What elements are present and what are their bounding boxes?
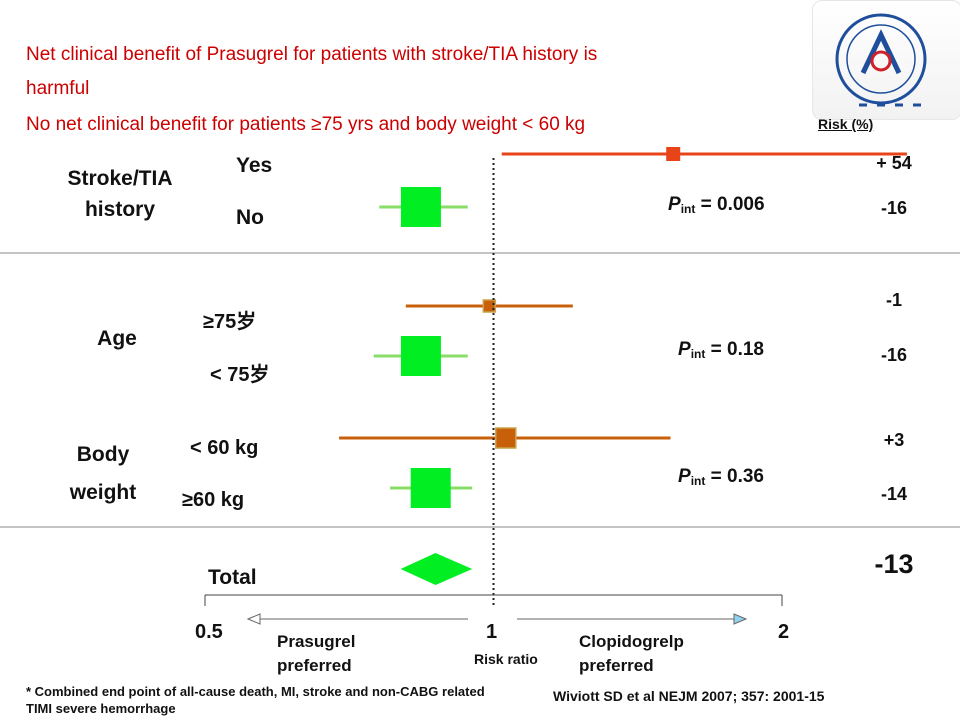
hospital-logo (812, 0, 960, 120)
left-arrow-head-icon (246, 613, 261, 625)
point-box-age-75- (482, 299, 497, 313)
risk-value-stroke-yes: + 54 (876, 153, 912, 173)
pint-stroke-value: = 0.006 (700, 194, 765, 215)
risk-value-stroke-no: -16 (880, 198, 907, 218)
prasugrel-preferred-label: Prasugrel preferred (277, 630, 437, 678)
subgroup-age-75-plus: ≥75岁 (203, 311, 257, 333)
group-label-stroke: Stroke/TIA history (40, 163, 200, 225)
subgroup-weight-under-60: < 60 kg (190, 437, 259, 459)
tick-label-0-5: 0.5 (195, 621, 223, 643)
clopidogrel-preferred-line2: preferred (579, 656, 654, 675)
risk-header: Risk (%) (818, 116, 874, 132)
subgroup-yes: Yes (236, 154, 273, 177)
x-axis-label: Risk ratio (474, 651, 538, 667)
hospital-seal-icon (835, 13, 927, 107)
risk-value-weight-60-plus: -14 (880, 484, 907, 504)
point-box-stroke-tia-history-no (400, 187, 441, 227)
pint-age-value: = 0.18 (710, 339, 764, 360)
total-diamond (400, 553, 473, 585)
risk-value-age-under-75: -16 (880, 345, 907, 365)
pint-age-sub: int (690, 347, 706, 361)
point-box-stroke-tia-history-yes (666, 147, 681, 161)
headline-line-3: No net clinical benefit for patients ≥75… (26, 114, 586, 135)
group-label-weight-line2: weight (69, 481, 137, 504)
point-box-age-75- (400, 336, 441, 376)
risk-value-weight-under-60: +3 (883, 430, 905, 450)
point-box-body-weight-60-kg (410, 468, 451, 508)
group-label-stroke-line1: Stroke/TIA (67, 167, 173, 190)
right-arrow-head-icon (733, 613, 748, 625)
group-label-total: Total (208, 566, 257, 589)
pint-weight-value: = 0.36 (710, 466, 764, 487)
pint-stroke-p: P (668, 194, 681, 215)
clopidogrel-preferred-line1: Clopidogrelp (579, 632, 684, 651)
pint-stroke-sub: int (680, 202, 696, 216)
group-label-stroke-line2: history (84, 198, 155, 221)
tick-label-1: 1 (486, 621, 498, 643)
group-label-age: Age (97, 327, 137, 350)
subgroup-weight-60-plus: ≥60 kg (182, 489, 245, 511)
risk-value-age-75-plus: -1 (885, 290, 902, 310)
tick-label-2: 2 (778, 621, 790, 643)
prasugrel-preferred-line2: preferred (277, 656, 352, 675)
clopidogrel-preferred-label: Clopidogrelp preferred (579, 630, 759, 678)
citation: Wiviott SD et al NEJM 2007; 357: 2001-15 (553, 688, 825, 704)
group-label-weight-line1: Body (76, 443, 130, 466)
point-box-body-weight-60-kg (495, 427, 517, 449)
prasugrel-preferred-line1: Prasugrel (277, 632, 356, 651)
headline-line-2: harmful (26, 78, 90, 99)
risk-value-total: -13 (874, 549, 914, 579)
pint-weight-p: P (678, 466, 691, 487)
pint-weight-sub: int (690, 474, 706, 488)
pint-stroke: Pint = 0.006 (668, 194, 765, 216)
pint-age: Pint = 0.18 (678, 339, 764, 361)
subgroup-age-under-75: < 75岁 (210, 364, 270, 386)
pint-age-p: P (678, 339, 691, 360)
pint-weight: Pint = 0.36 (678, 466, 764, 488)
headline-line-1: Net clinical benefit of Prasugrel for pa… (26, 44, 598, 65)
subgroup-no: No (236, 206, 264, 229)
footnote: * Combined end point of all-cause death,… (26, 684, 485, 716)
